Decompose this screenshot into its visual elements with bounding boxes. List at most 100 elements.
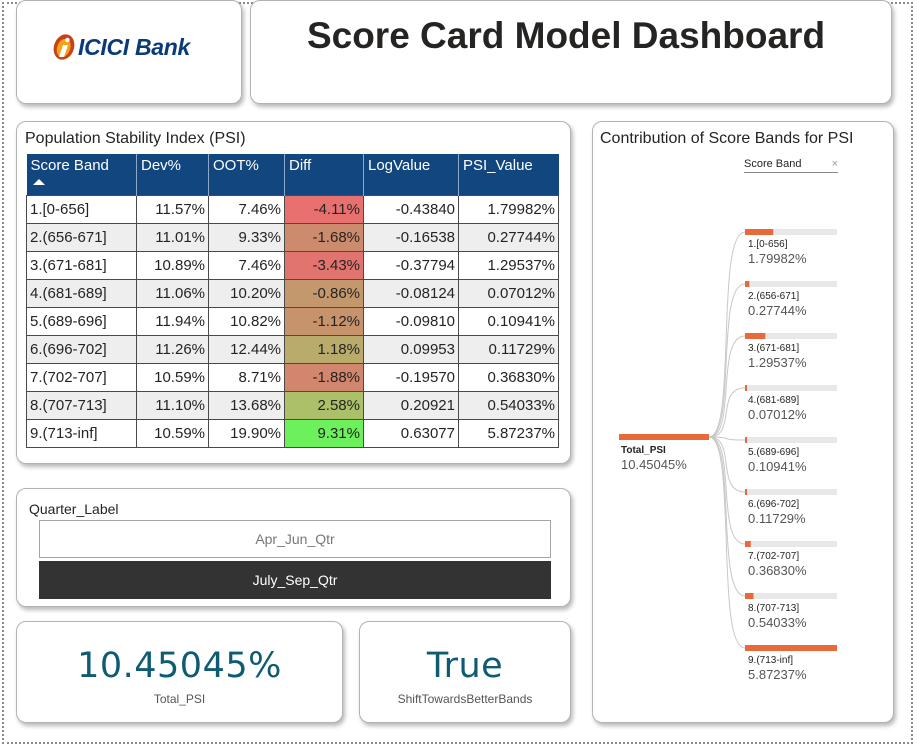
cell-logvalue: -0.37794 (363, 250, 459, 280)
dashboard-title: Score Card Model Dashboard (306, 15, 826, 56)
kpi-value: True (426, 646, 504, 686)
cell-score-band: 6.(696-702] (26, 334, 137, 364)
cell-logvalue: -0.16538 (363, 222, 459, 252)
brand-name: ICICI Bank (78, 33, 191, 60)
column-header-logvalue[interactable]: LogValue (363, 154, 459, 195)
table-row[interactable]: 5.(689-696] 11.94% 10.82% -1.12% -0.09810 0.1… (26, 306, 559, 336)
tree-node-name[interactable]: 8.(707-713] (748, 603, 800, 614)
logo-card: ICICI Bank (16, 0, 242, 104)
tree-connector (708, 436, 746, 597)
node-bar-fill (745, 541, 751, 547)
column-header-dev[interactable]: Dev% (136, 154, 209, 195)
tree-node-name[interactable]: 2.(656-671] (748, 291, 800, 302)
cell-diff: -1.88% (284, 362, 364, 392)
tree-connector (708, 436, 746, 493)
cell-diff: 9.31% (284, 418, 364, 448)
cell-psi-value: 5.87237% (458, 418, 559, 448)
node-bar-fill (745, 333, 766, 339)
sort-ascending-icon[interactable] (32, 179, 45, 185)
table-row[interactable]: 1.[0-656] 11.57% 7.46% -4.11% -0.43840 1.7998… (26, 194, 559, 224)
cell-psi-value: 0.07012% (458, 278, 559, 308)
table-row[interactable]: 2.(656-671] 11.01% 9.33% -1.68% -0.16538 0.27… (26, 222, 559, 252)
node-bar-track (745, 281, 837, 287)
cell-oot: 12.44% (208, 334, 285, 364)
slicer-option-apr-jun[interactable]: Apr_Jun_Qtr (39, 520, 551, 558)
tree-node-name[interactable]: 5.(689-696] (748, 447, 800, 458)
cell-psi-value: 0.11729% (458, 334, 559, 364)
tree-node-value: 0.11729% (748, 511, 806, 526)
icici-logo-icon (53, 34, 75, 60)
root-node-name[interactable]: Total_PSI (621, 445, 666, 456)
cell-diff: -0.86% (284, 278, 364, 308)
column-header-oot[interactable]: OOT% (208, 154, 285, 195)
cell-diff: -1.68% (284, 222, 364, 252)
cell-dev: 11.94% (136, 306, 209, 336)
tree-node-value: 0.36830% (748, 563, 807, 578)
tree-node-value: 5.87237% (748, 667, 807, 682)
cell-score-band: 1.[0-656] (26, 194, 137, 224)
decomposition-tree-card: Contribution of Score Bands for PSI Scor… (592, 121, 894, 723)
node-bar-fill (745, 229, 774, 235)
cell-score-band: 4.(681-689] (26, 278, 137, 308)
cell-diff: -3.43% (284, 250, 364, 280)
table-row[interactable]: 9.(713-inf] 10.59% 19.90% 9.31% 0.63077 5.872… (26, 418, 559, 448)
column-header-score-band[interactable]: Score Band (26, 154, 137, 195)
node-bar-fill (745, 593, 754, 599)
table-row[interactable]: 6.(696-702] 11.26% 12.44% 1.18% 0.09953 0.117… (26, 334, 559, 364)
cell-psi-value: 0.54033% (458, 390, 559, 420)
slicer-option-jul-sep[interactable]: July_Sep_Qtr (39, 561, 551, 599)
cell-oot: 10.82% (208, 306, 285, 336)
cell-dev: 10.59% (136, 418, 209, 448)
cell-diff: 1.18% (284, 334, 364, 364)
tree-node-name[interactable]: 6.(696-702] (748, 499, 800, 510)
cell-dev: 11.26% (136, 334, 209, 364)
close-icon[interactable]: × (831, 158, 838, 170)
table-row[interactable]: 7.(702-707] 10.59% 8.71% -1.88% -0.19570 0.36… (26, 362, 559, 392)
cell-diff: -1.12% (284, 306, 364, 336)
tree-connector (708, 283, 746, 438)
table-row[interactable]: 4.(681-689] 11.06% 10.20% -0.86% -0.08124 0.0… (26, 278, 559, 308)
bank-logo: ICICI Bank (51, 31, 190, 63)
slicer-title: Quarter_Label (29, 501, 119, 517)
kpi-label: Total_PSI (153, 692, 206, 706)
tree-level-filter[interactable]: Score Band × (744, 158, 838, 173)
psi-table: Score Band Dev% OOT% Diff LogValue PSI_V… (26, 154, 559, 448)
node-bar-track (745, 593, 837, 599)
node-bar-track (745, 437, 837, 443)
cell-score-band: 7.(702-707] (26, 362, 137, 392)
tree-node-value: 1.79982% (748, 251, 807, 266)
cell-logvalue: 0.09953 (363, 334, 459, 364)
column-header-psi-value[interactable]: PSI_Value (458, 154, 559, 195)
title-card: Score Card Model Dashboard (250, 0, 892, 104)
tree-connector (708, 436, 746, 649)
tree-node-name[interactable]: 9.(713-inf] (748, 655, 794, 666)
cell-score-band: 2.(656-671] (26, 222, 137, 252)
cell-psi-value: 0.36830% (458, 362, 559, 392)
table-row[interactable]: 8.(707-713] 11.10% 13.68% 2.58% 0.20921 0.540… (26, 390, 559, 420)
cell-psi-value: 1.79982% (458, 194, 559, 224)
kpi-card-shift: True ShiftTowardsBetterBands (359, 621, 571, 723)
tree-node-name[interactable]: 3.(671-681] (748, 343, 800, 354)
tree-level-label: Score Band (744, 158, 802, 170)
tree-node-name[interactable]: 4.(681-689] (748, 395, 800, 406)
cell-logvalue: -0.19570 (363, 362, 459, 392)
tree-connector (708, 436, 746, 441)
cell-psi-value: 1.29537% (458, 250, 559, 280)
cell-dev: 10.59% (136, 362, 209, 392)
node-bar-track (745, 489, 837, 495)
tree-node-name[interactable]: 1.[0-656] (748, 239, 788, 250)
tree-connector (708, 335, 746, 438)
cell-diff: -4.11% (284, 194, 364, 224)
tree-node-value: 0.07012% (748, 407, 807, 422)
column-header-diff[interactable]: Diff (284, 154, 364, 195)
cell-logvalue: 0.63077 (363, 418, 459, 448)
tree-node-value: 0.54033% (748, 615, 807, 630)
node-bar-fill (745, 489, 747, 495)
node-bar-track (745, 229, 837, 235)
tree-node-name[interactable]: 7.(702-707] (748, 551, 800, 562)
cell-dev: 11.06% (136, 278, 209, 308)
cell-oot: 19.90% (208, 418, 285, 448)
cell-logvalue: -0.43840 (363, 194, 459, 224)
table-row[interactable]: 3.(671-681] 10.89% 7.46% -3.43% -0.37794 1.29… (26, 250, 559, 280)
cell-psi-value: 0.10941% (458, 306, 559, 336)
